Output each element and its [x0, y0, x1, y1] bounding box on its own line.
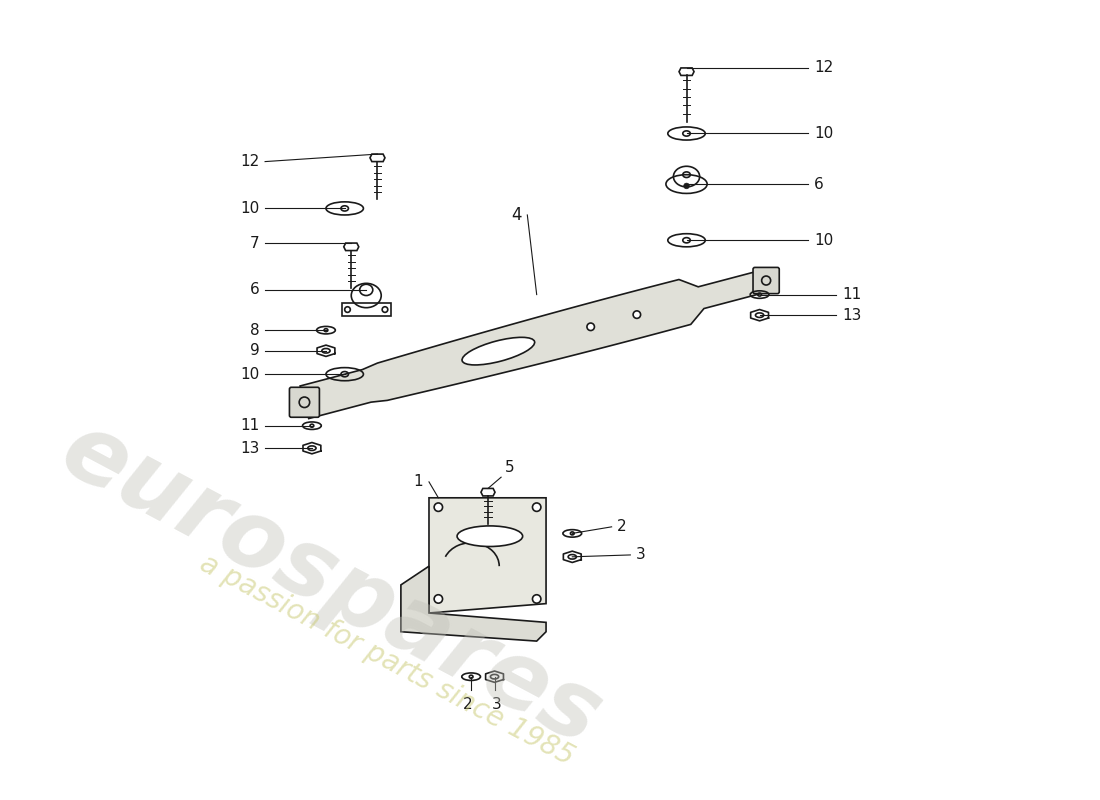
Text: 6: 6: [814, 177, 824, 191]
Text: 7: 7: [250, 235, 260, 250]
Text: 2: 2: [617, 519, 627, 534]
Text: a passion for parts since 1985: a passion for parts since 1985: [195, 549, 579, 770]
Text: 11: 11: [240, 418, 260, 433]
Text: 4: 4: [512, 206, 521, 224]
Circle shape: [684, 183, 690, 189]
Circle shape: [587, 323, 594, 330]
Text: 8: 8: [250, 322, 260, 338]
Text: 2: 2: [462, 698, 472, 712]
Circle shape: [434, 503, 442, 511]
Text: 12: 12: [240, 154, 260, 169]
Text: 11: 11: [842, 287, 861, 302]
FancyBboxPatch shape: [754, 267, 779, 294]
Text: 10: 10: [814, 233, 833, 248]
Circle shape: [434, 594, 442, 603]
Text: 3: 3: [636, 547, 646, 562]
Text: 13: 13: [240, 441, 260, 456]
Text: 10: 10: [814, 126, 833, 141]
Text: 5: 5: [505, 460, 515, 475]
Ellipse shape: [462, 338, 535, 365]
Text: eurospares: eurospares: [45, 404, 616, 766]
Ellipse shape: [458, 526, 522, 546]
Text: 1: 1: [414, 474, 424, 490]
Polygon shape: [300, 270, 769, 418]
Circle shape: [532, 594, 541, 603]
Text: 3: 3: [492, 698, 502, 712]
Text: 12: 12: [814, 61, 833, 75]
Circle shape: [634, 311, 640, 318]
Polygon shape: [429, 498, 546, 613]
FancyBboxPatch shape: [289, 387, 319, 418]
Text: 10: 10: [240, 201, 260, 216]
Text: 6: 6: [250, 282, 260, 298]
Text: 13: 13: [842, 308, 861, 322]
Text: 9: 9: [250, 343, 260, 358]
Text: 10: 10: [240, 366, 260, 382]
Polygon shape: [400, 566, 546, 641]
Circle shape: [532, 503, 541, 511]
